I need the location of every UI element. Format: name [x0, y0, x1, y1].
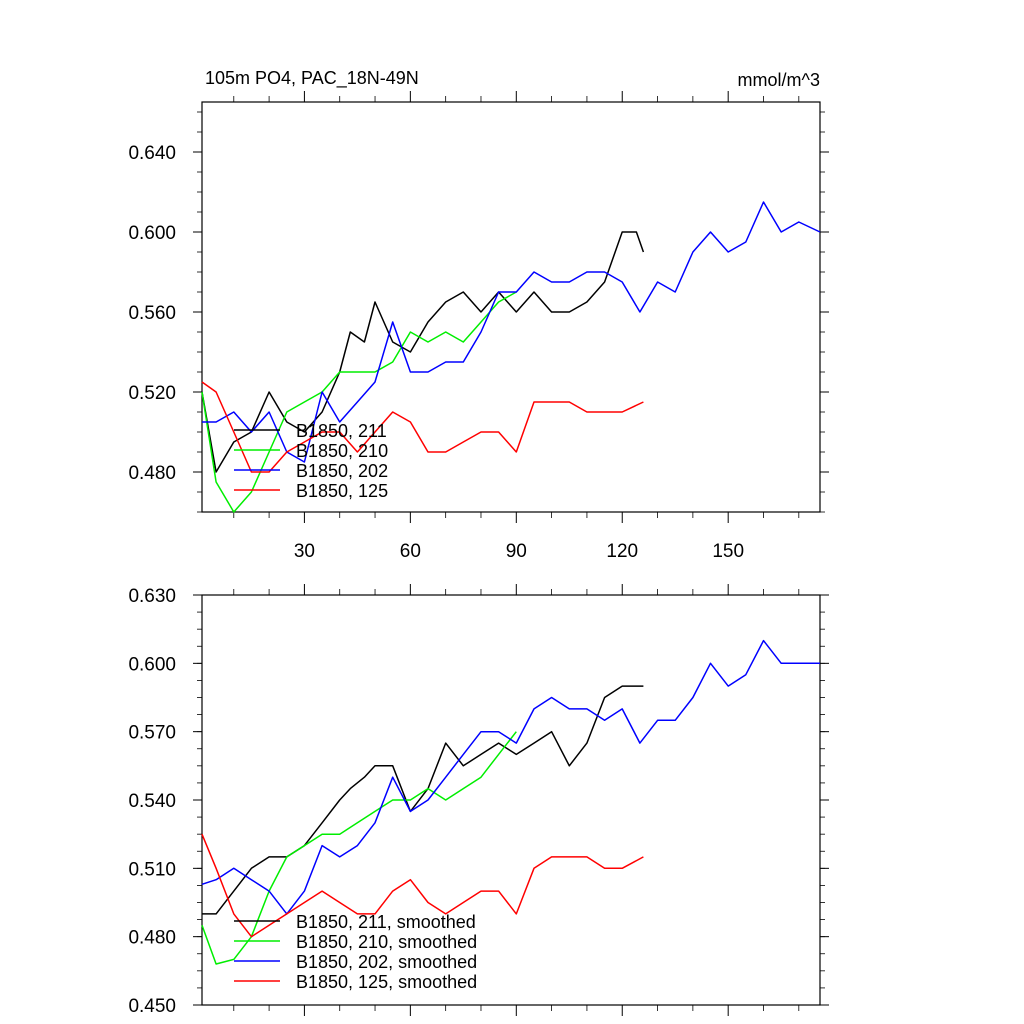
x-tick-label: 90 [506, 541, 527, 562]
x-tick-label: 120 [606, 541, 638, 562]
top-y-axis: 0.480 0.520 0.560 0.600 0.640 [128, 111, 829, 513]
series-line-1 [201, 231, 645, 473]
legend-label: B1850, 202, smoothed [296, 952, 477, 972]
x-tick-label: 30 [294, 541, 315, 562]
top-series-group [201, 201, 821, 513]
bottom-series-group [201, 639, 820, 965]
y-tick-label: 0.540 [128, 791, 176, 812]
top-chart-title: 105m PO4, PAC_18N-49N [205, 68, 419, 89]
y-tick-label: 0.480 [128, 928, 176, 949]
legend-label: B1850, 211 [296, 421, 387, 441]
legend-label: B1850, 210, smoothed [296, 932, 477, 952]
top-x-axis: 30 60 90 120 150 [233, 91, 800, 562]
x-tick-label: 60 [400, 541, 421, 562]
y-tick-label: 0.640 [128, 143, 176, 164]
series-line-2 [201, 291, 517, 513]
legend-label: B1850, 211, smoothed [296, 912, 476, 932]
y-tick-label: 0.520 [128, 383, 176, 404]
legend-label: B1850, 210 [296, 441, 388, 461]
y-tick-label: 0.600 [128, 223, 176, 244]
top-panel: 105m PO4, PAC_18N-49N mmol/m^3 0.480 0.52… [128, 68, 829, 562]
bottom-x-axis [233, 584, 800, 1016]
series-line-3 [202, 201, 821, 463]
legend-label: B1850, 202 [296, 461, 388, 481]
y-tick-label: 0.600 [128, 654, 176, 675]
y-tick-label: 0.450 [128, 996, 176, 1017]
y-tick-label: 0.630 [128, 586, 176, 607]
series-line-4 [201, 833, 644, 938]
bottom-plot-frame [201, 594, 821, 1006]
bottom-y-axis: 0.450 0.480 0.510 0.540 0.570 0.600 0.630 [128, 586, 829, 1017]
y-tick-label: 0.510 [128, 859, 176, 880]
y-tick-label: 0.560 [128, 303, 176, 324]
top-plot-frame [201, 101, 821, 513]
y-tick-label: 0.570 [128, 723, 176, 744]
bottom-panel: 0.450 0.480 0.510 0.540 0.570 0.600 0.630 B185… [128, 584, 829, 1017]
y-tick-label: 0.480 [128, 463, 176, 484]
legend-label: B1850, 125, smoothed [296, 972, 477, 992]
top-chart-units: mmol/m^3 [738, 70, 820, 90]
x-tick-label: 150 [712, 541, 744, 562]
series-line-1 [202, 685, 644, 915]
legend-label: B1850, 125 [296, 481, 388, 501]
series-line-3 [201, 639, 820, 915]
series-line-4 [201, 381, 644, 473]
